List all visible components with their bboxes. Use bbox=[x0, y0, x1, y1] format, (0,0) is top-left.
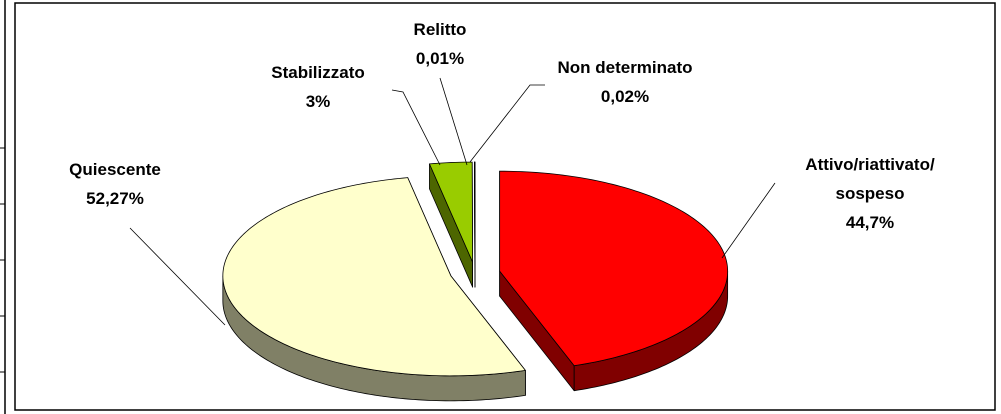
leader-line bbox=[391, 89, 441, 166]
value-label: 0,01% bbox=[415, 49, 465, 68]
leader-line bbox=[439, 77, 468, 166]
category-label: Quiescente bbox=[69, 160, 161, 179]
value-label: 0,02% bbox=[600, 87, 650, 106]
category-label: Relitto bbox=[413, 20, 467, 39]
value-label: 52,27% bbox=[86, 189, 144, 208]
leader-line bbox=[129, 227, 226, 326]
slice-label: Attivo/riattivato/ sospeso 44,7% bbox=[805, 150, 934, 237]
slice-label: Relitto 0,01% bbox=[414, 15, 467, 73]
slice-label: Stabilizzato 3% bbox=[271, 58, 365, 116]
slice bbox=[429, 161, 473, 263]
category-label: Stabilizzato bbox=[271, 63, 365, 82]
slice-label: Quiescente 52,27% bbox=[69, 155, 161, 213]
category-label: Non determinato bbox=[557, 58, 693, 77]
leader-lines bbox=[129, 77, 776, 326]
leader-line bbox=[721, 182, 776, 259]
value-label: 3% bbox=[305, 92, 331, 111]
leader-line bbox=[469, 84, 545, 163]
pie bbox=[222, 161, 729, 402]
slice-label: Non determinato 0,02% bbox=[557, 53, 692, 111]
category-label: Attivo/riattivato/ sospeso bbox=[805, 155, 935, 203]
value-label: 44,7% bbox=[845, 213, 895, 232]
slice bbox=[222, 177, 526, 377]
